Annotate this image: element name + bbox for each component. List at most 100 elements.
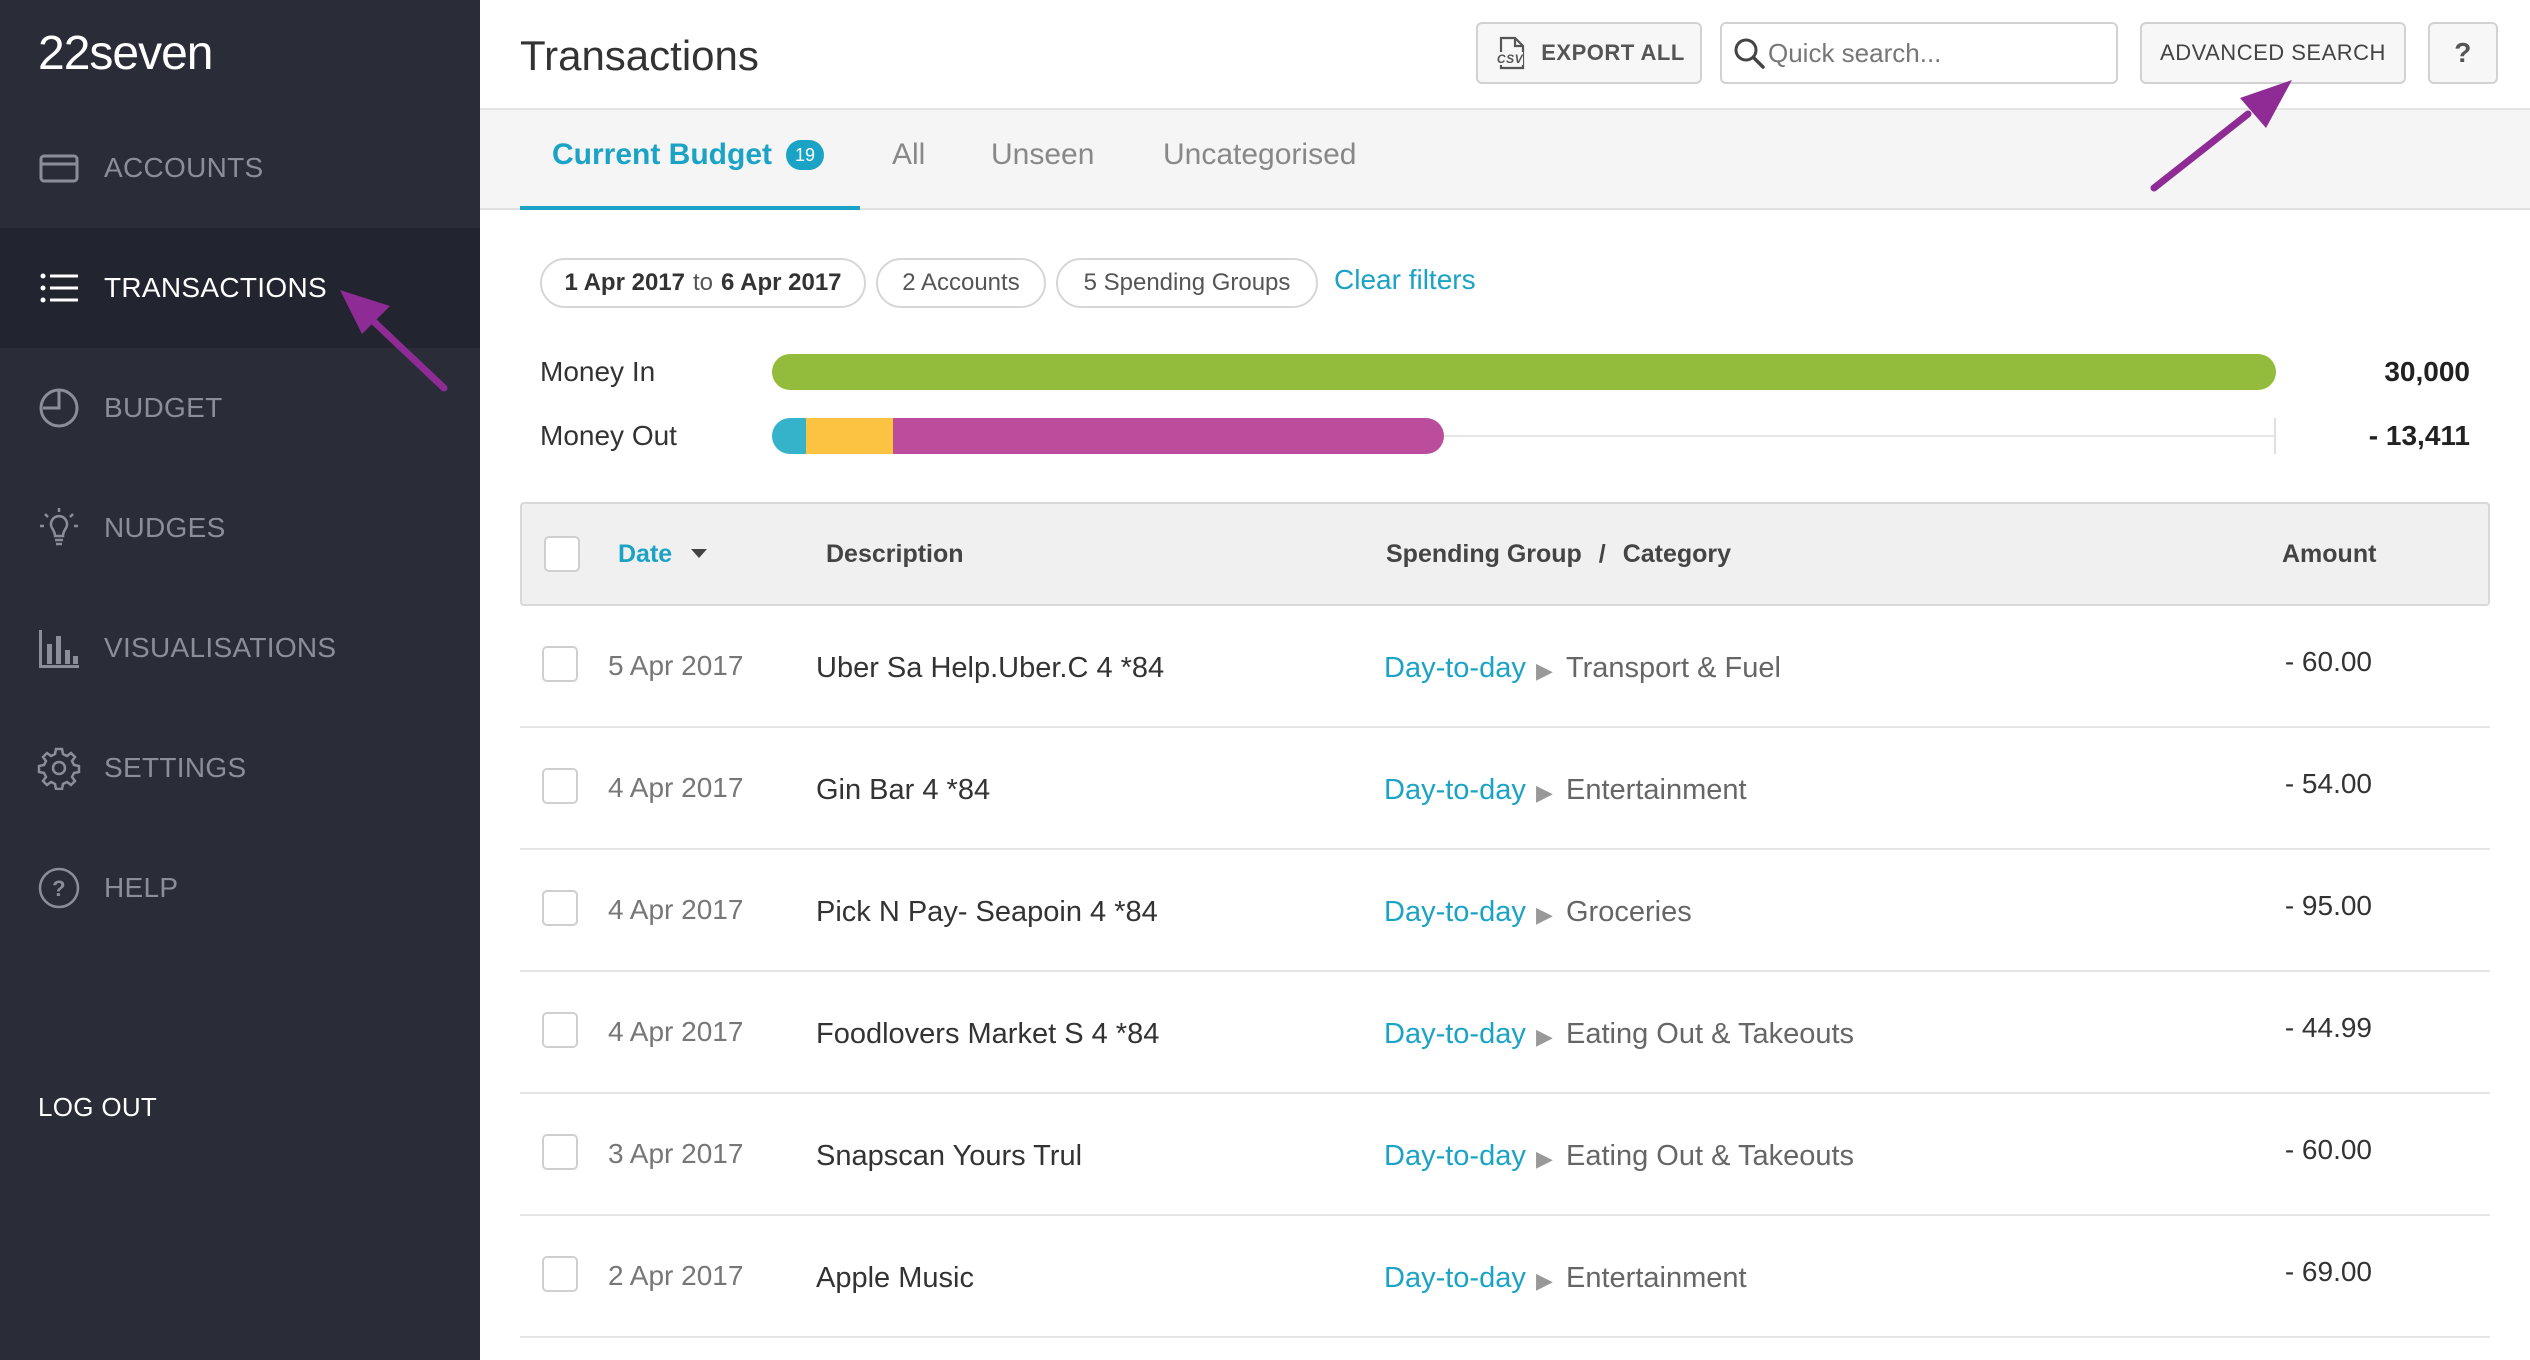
- row-checkbox[interactable]: [542, 1012, 578, 1048]
- sidebar-item-label: NUDGES: [104, 512, 226, 543]
- sidebar-item-label: SETTINGS: [104, 752, 247, 783]
- row-category[interactable]: Transport & Fuel: [1566, 652, 1781, 684]
- csv-file-icon: CSV: [1495, 36, 1525, 70]
- tab-uncategorised[interactable]: Uncategorised: [1163, 138, 1357, 171]
- row-date: 4 Apr 2017: [608, 1016, 744, 1047]
- logout-link[interactable]: LOG OUT: [38, 1092, 158, 1122]
- row-spending-group[interactable]: Day-to-day: [1384, 1018, 1526, 1050]
- pie-icon: [37, 386, 81, 430]
- sidebar-item-transactions[interactable]: TRANSACTIONS: [0, 228, 480, 348]
- gear-icon: [37, 746, 81, 790]
- table-row[interactable]: 2 Apr 2017 Apple Music Day-to-day ▶ Ente…: [520, 1216, 2490, 1338]
- row-category[interactable]: Eating Out & Takeouts: [1566, 1140, 1855, 1172]
- select-all-checkbox[interactable]: [544, 536, 580, 572]
- row-checkbox[interactable]: [542, 890, 578, 926]
- tab-unseen[interactable]: Unseen: [991, 138, 1095, 171]
- sidebar-item-visualisations[interactable]: VISUALISATIONS: [0, 588, 480, 708]
- row-description[interactable]: Apple Music: [816, 1262, 974, 1294]
- sidebar-item-settings[interactable]: SETTINGS: [0, 708, 480, 828]
- sidebar-item-accounts[interactable]: ACCOUNTS: [0, 108, 480, 228]
- row-checkbox[interactable]: [542, 768, 578, 804]
- row-description[interactable]: Uber Sa Help.Uber.C 4 *84: [816, 652, 1165, 684]
- top-header: Transactions CSV EXPORT ALL ADVANCED SEA…: [480, 0, 2530, 110]
- clear-filters-link[interactable]: Clear filters: [1334, 264, 1476, 295]
- table-row[interactable]: 4 Apr 2017 Foodlovers Market S 4 *84 Day…: [520, 972, 2490, 1094]
- triangle-right-icon: ▶: [1536, 780, 1553, 805]
- triangle-right-icon: ▶: [1536, 1268, 1553, 1293]
- money-out-baseline: [772, 435, 2276, 437]
- description-column-header[interactable]: Description: [826, 540, 964, 568]
- row-date: 5 Apr 2017: [608, 650, 744, 681]
- amount-column-header[interactable]: Amount: [2282, 540, 2377, 568]
- sidebar-item-label: HELP: [104, 872, 179, 903]
- help-button[interactable]: ?: [2428, 22, 2498, 84]
- search-icon: [1734, 38, 1765, 69]
- row-spending-group[interactable]: Day-to-day: [1384, 896, 1526, 928]
- row-category[interactable]: Entertainment: [1566, 1262, 1747, 1294]
- table-row[interactable]: 3 Apr 2017 Snapscan Yours Trul Day-to-da…: [520, 1094, 2490, 1216]
- active-tab-indicator: [520, 206, 860, 210]
- lightbulb-icon: [37, 506, 81, 550]
- triangle-right-icon: ▶: [1536, 1146, 1553, 1171]
- group-header-label: Spending Group: [1386, 540, 1582, 568]
- row-description[interactable]: Gin Bar 4 *84: [816, 774, 991, 806]
- sidebar-item-label: ACCOUNTS: [104, 152, 264, 183]
- sort-caret-icon: [691, 549, 708, 558]
- money-in-track: [772, 354, 2276, 390]
- quick-search-input[interactable]: [1768, 37, 2098, 69]
- question-icon: ?: [37, 866, 81, 910]
- table-row[interactable]: 4 Apr 2017 Gin Bar 4 *84 Day-to-day ▶ En…: [520, 728, 2490, 850]
- advanced-search-button[interactable]: ADVANCED SEARCH: [2140, 22, 2406, 84]
- row-spending-group[interactable]: Day-to-day: [1384, 652, 1526, 684]
- triangle-right-icon: ▶: [1536, 658, 1553, 683]
- svg-text:?: ?: [52, 876, 66, 901]
- row-checkbox[interactable]: [542, 646, 578, 682]
- row-date: 4 Apr 2017: [608, 894, 744, 925]
- bar-chart-icon: [37, 626, 81, 670]
- list-icon: [37, 266, 81, 310]
- money-out-value: - 13,411: [2368, 420, 2470, 451]
- sidebar-item-budget[interactable]: BUDGET: [0, 348, 480, 468]
- row-date: 2 Apr 2017: [608, 1260, 744, 1291]
- row-date: 3 Apr 2017: [608, 1138, 744, 1169]
- app-logo[interactable]: 22seven: [38, 27, 213, 80]
- row-checkbox[interactable]: [542, 1134, 578, 1170]
- spending-groups-filter[interactable]: 5 Spending Groups: [1056, 258, 1318, 308]
- export-all-button[interactable]: CSV EXPORT ALL: [1476, 22, 1702, 84]
- count-badge: 19: [786, 140, 824, 170]
- row-category[interactable]: Entertainment: [1566, 774, 1747, 806]
- tab-current-budget[interactable]: Current Budget 19: [552, 138, 824, 172]
- sidebar-item-label: BUDGET: [104, 392, 223, 423]
- row-category[interactable]: Eating Out & Takeouts: [1566, 1018, 1855, 1050]
- row-spending-group[interactable]: Day-to-day: [1384, 1262, 1526, 1294]
- table-row[interactable]: 4 Apr 2017 Pick N Pay- Seapoin 4 *84 Day…: [520, 850, 2490, 972]
- quick-search-box[interactable]: [1720, 22, 2118, 84]
- date-range-filter[interactable]: 1 Apr 2017 to 6 Apr 2017: [540, 258, 866, 308]
- triangle-right-icon: ▶: [1536, 1024, 1553, 1049]
- row-amount: - 69.00: [2284, 1256, 2372, 1287]
- tab-all[interactable]: All: [892, 138, 926, 171]
- row-checkbox[interactable]: [542, 1256, 578, 1292]
- sidebar-item-help[interactable]: ? HELP: [0, 828, 480, 948]
- row-category[interactable]: Groceries: [1566, 896, 1692, 928]
- svg-text:CSV: CSV: [1497, 52, 1524, 66]
- sidebar-item-nudges[interactable]: NUDGES: [0, 468, 480, 588]
- money-out-label: Money Out: [540, 420, 677, 451]
- row-spending-group[interactable]: Day-to-day: [1384, 774, 1526, 806]
- row-amount: - 60.00: [2284, 1134, 2372, 1165]
- date-column-header[interactable]: Date: [618, 540, 708, 569]
- money-out-segment-1: [772, 418, 806, 454]
- row-spending-group[interactable]: Day-to-day: [1384, 1140, 1526, 1172]
- group-category-column-header[interactable]: Spending Group / Category: [1386, 540, 1731, 569]
- money-in-bar: [772, 354, 2276, 390]
- card-icon: [37, 146, 81, 190]
- sidebar-item-label: TRANSACTIONS: [104, 272, 327, 303]
- row-description[interactable]: Snapscan Yours Trul: [816, 1140, 1083, 1172]
- row-description[interactable]: Foodlovers Market S 4 *84: [816, 1018, 1160, 1050]
- accounts-filter[interactable]: 2 Accounts: [876, 258, 1046, 308]
- export-all-label: EXPORT ALL: [1541, 40, 1685, 65]
- row-description[interactable]: Pick N Pay- Seapoin 4 *84: [816, 896, 1158, 928]
- category-header-label: Category: [1622, 540, 1732, 568]
- money-out-end-tick: [2274, 418, 2276, 454]
- table-row[interactable]: 5 Apr 2017 Uber Sa Help.Uber.C 4 *84 Day…: [520, 606, 2490, 728]
